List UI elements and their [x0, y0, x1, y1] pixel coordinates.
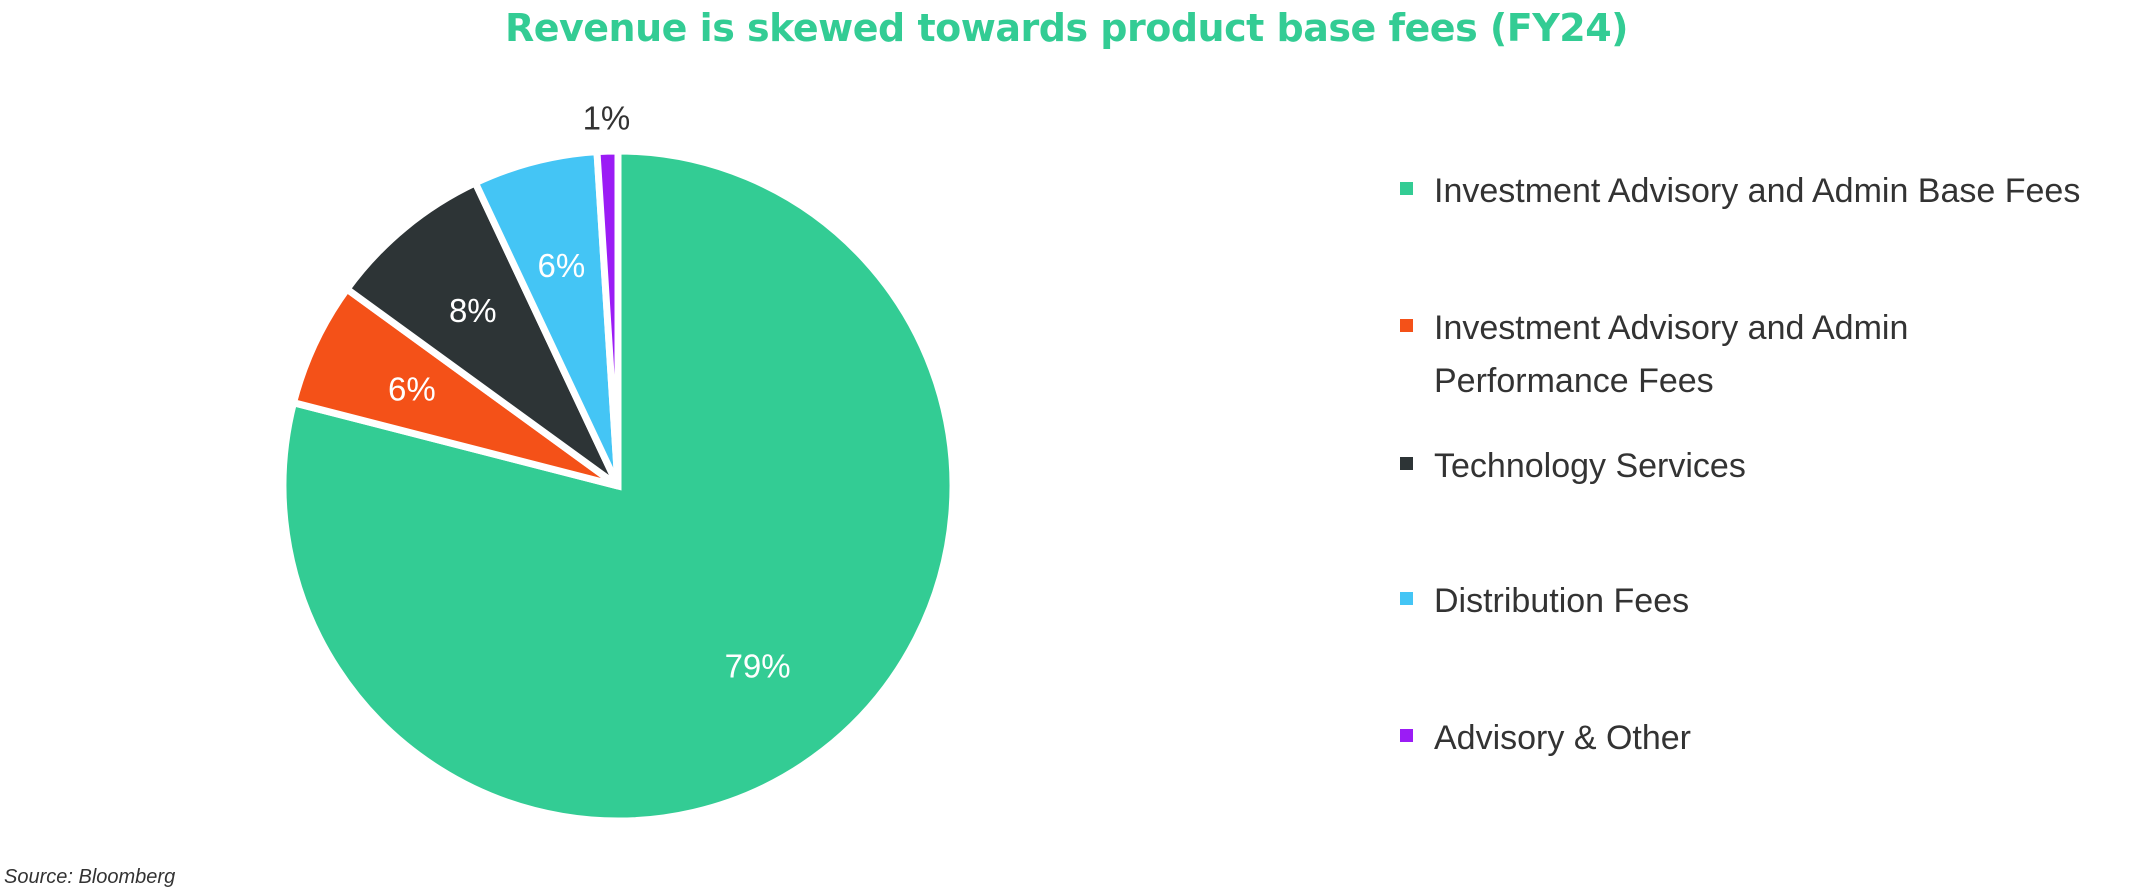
chart-title: Revenue is skewed towards product base f… — [504, 6, 1629, 50]
data-label-technology-services: 8% — [449, 292, 497, 329]
legend-label: Investment Advisory and Admin Base Fees — [1434, 172, 2081, 210]
data-label-investment-advisory-and-admin-performance-fees: 6% — [388, 371, 436, 408]
legend-swatch — [1400, 592, 1413, 605]
pie-slices — [279, 147, 957, 825]
legend-swatch — [1400, 319, 1413, 332]
legend-label: Distribution Fees — [1434, 582, 1690, 620]
pie-data-labels: 79% 6% 8% 6% 1% — [388, 100, 791, 685]
pie-slice-technology-services — [342, 178, 622, 489]
data-label-investment-advisory-and-admin-base-fees: 79% — [725, 647, 791, 684]
pie-slice-advisory-and-other — [593, 147, 622, 487]
legend-label: Technology Services — [1434, 447, 1746, 485]
legend-swatch — [1400, 182, 1413, 195]
legend-label: Advisory & Other — [1434, 719, 1691, 757]
data-label-advisory-and-other: 1% — [583, 100, 631, 137]
source-note: Source: Bloomberg — [4, 866, 176, 888]
legend-label: Investment Advisory and Admin Performanc… — [1434, 309, 1909, 400]
legend-swatch — [1400, 457, 1413, 470]
legend-swatch — [1400, 729, 1413, 742]
data-label-distribution-fees: 6% — [537, 247, 585, 284]
